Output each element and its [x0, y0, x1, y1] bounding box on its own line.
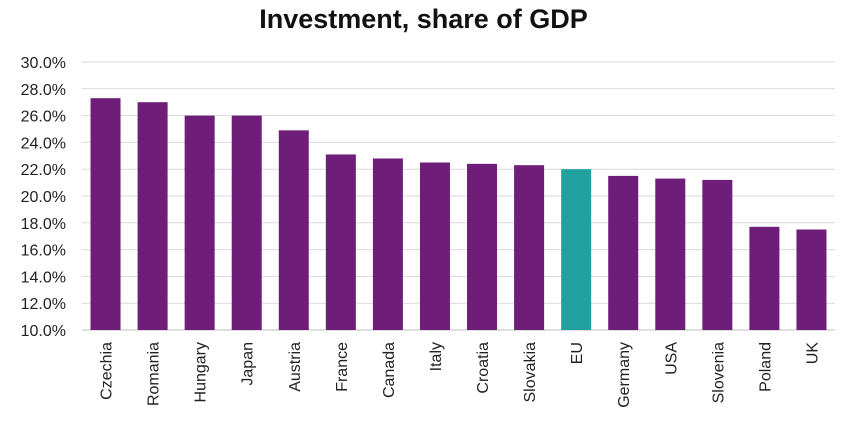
bar-czechia — [90, 98, 121, 331]
x-tick-label: Italy — [428, 342, 445, 371]
y-tick-label: 30.0% — [21, 55, 66, 72]
y-tick-label: 12.0% — [21, 296, 66, 313]
y-tick-label: 14.0% — [21, 269, 66, 286]
y-tick-label: 18.0% — [21, 216, 66, 233]
y-tick-label: 16.0% — [21, 243, 66, 260]
bar-croatia — [467, 163, 498, 330]
bar-slovakia — [514, 165, 545, 330]
bar-romania — [137, 102, 168, 330]
bar-eu — [561, 169, 592, 330]
x-tick-label: Poland — [757, 342, 774, 392]
y-tick-label: 24.0% — [21, 135, 66, 152]
y-tick-label: 28.0% — [21, 82, 66, 99]
x-tick-label: Germany — [616, 342, 633, 408]
bar-france — [325, 154, 356, 330]
bar-canada — [372, 158, 403, 330]
bar-usa — [655, 178, 686, 330]
x-axis-labels: Czechia Romania Hungary Japan Austria France C… — [99, 342, 822, 408]
y-axis-ticks: 10.0% 12.0% 14.0% 16.0% 18.0% 20.0% 22.0% 24.0%… — [21, 55, 66, 340]
x-tick-label: Croatia — [475, 342, 492, 394]
x-tick-label: Hungary — [193, 342, 210, 402]
bar-uk — [796, 229, 827, 330]
bars — [90, 98, 827, 331]
x-tick-label: USA — [663, 342, 680, 375]
bar-italy — [419, 162, 450, 330]
x-tick-label: Japan — [240, 342, 257, 386]
bar-japan — [231, 115, 262, 330]
x-tick-label: Austria — [287, 342, 304, 392]
y-tick-label: 26.0% — [21, 109, 66, 126]
bar-poland — [749, 226, 780, 330]
x-tick-label: Slovenia — [710, 342, 727, 403]
y-tick-label: 22.0% — [21, 162, 66, 179]
bar-austria — [278, 130, 309, 330]
x-tick-label: Slovakia — [522, 342, 539, 403]
x-tick-label: Romania — [146, 342, 163, 406]
x-tick-label: France — [334, 342, 351, 392]
bar-germany — [608, 175, 639, 330]
x-tick-label: UK — [804, 342, 821, 365]
x-tick-label: Czechia — [99, 342, 116, 400]
bar-hungary — [184, 115, 215, 330]
y-tick-label: 20.0% — [21, 189, 66, 206]
x-tick-label: Canada — [381, 342, 398, 398]
bar-slovenia — [702, 179, 733, 330]
chart-title: Investment, share of GDP — [259, 4, 588, 34]
x-tick-label: EU — [569, 342, 586, 364]
y-tick-label: 10.0% — [21, 323, 66, 340]
